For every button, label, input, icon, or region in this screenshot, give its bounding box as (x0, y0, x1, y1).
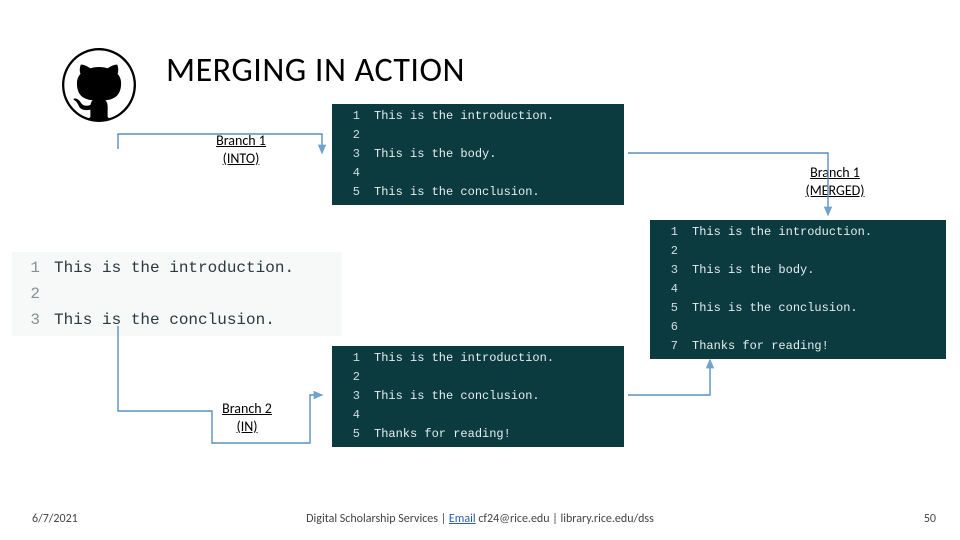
codebox-branch1-into: 1This is the introduction.23This is the … (332, 104, 624, 205)
footer-email-link[interactable]: Email (449, 512, 476, 526)
codebox-branch1-merged: 1This is the introduction.23This is the … (650, 220, 946, 359)
code-line: 5This is the conclusion. (656, 299, 940, 318)
code-text: This is the introduction. (360, 107, 554, 126)
code-line: 2 (338, 126, 618, 145)
code-line: 3This is the conclusion. (338, 387, 618, 406)
github-icon (62, 48, 136, 127)
label-branch1-into: Branch 1 (INTO) (196, 132, 286, 167)
line-number: 1 (338, 349, 360, 368)
line-number: 7 (656, 337, 678, 356)
line-number: 4 (338, 164, 360, 183)
footer-attribution: Digital Scholarship Services | Email cf2… (0, 512, 960, 526)
line-number: 1 (656, 223, 678, 242)
code-line: 3This is the body. (338, 145, 618, 164)
line-number: 5 (338, 425, 360, 444)
line-number: 3 (656, 261, 678, 280)
code-text: Thanks for reading! (360, 425, 511, 444)
code-line: 2 (656, 242, 940, 261)
code-line: 7Thanks for reading! (656, 337, 940, 356)
code-text: This is the conclusion. (360, 183, 540, 202)
line-number: 1 (18, 255, 40, 281)
code-text: This is the body. (678, 261, 814, 280)
line-number: 1 (338, 107, 360, 126)
code-line: 1This is the introduction. (338, 349, 618, 368)
line-number: 6 (656, 318, 678, 337)
line-number: 4 (656, 280, 678, 299)
code-text: Thanks for reading! (678, 337, 829, 356)
code-line: 4 (656, 280, 940, 299)
code-text: This is the conclusion. (40, 307, 275, 333)
code-line: 4 (338, 406, 618, 425)
code-line: 1This is the introduction. (18, 255, 336, 281)
line-number: 3 (18, 307, 40, 333)
codebox-branch2-in: 1This is the introduction.23This is the … (332, 346, 624, 447)
page-title: MERGING IN ACTION (166, 50, 465, 91)
code-text: This is the introduction. (40, 255, 294, 281)
footer-page-number: 50 (924, 512, 936, 526)
code-text: This is the conclusion. (360, 387, 540, 406)
code-line: 3This is the conclusion. (18, 307, 336, 333)
line-number: 5 (338, 183, 360, 202)
line-number: 3 (338, 145, 360, 164)
arrow (628, 360, 710, 395)
code-line: 4 (338, 164, 618, 183)
code-line: 5Thanks for reading! (338, 425, 618, 444)
line-number: 5 (656, 299, 678, 318)
code-line: 5This is the conclusion. (338, 183, 618, 202)
line-number: 2 (338, 126, 360, 145)
code-text: This is the introduction. (678, 223, 872, 242)
code-text: This is the introduction. (360, 349, 554, 368)
code-line: 1This is the introduction. (338, 107, 618, 126)
code-text: This is the body. (360, 145, 496, 164)
line-number: 2 (656, 242, 678, 261)
label-branch1-merged: Branch 1 (MERGED) (780, 164, 890, 199)
code-line: 6 (656, 318, 940, 337)
slide-stage: MERGING IN ACTION Branch 1 (INTO) Branch… (0, 0, 960, 540)
line-number: 2 (18, 281, 40, 307)
code-line: 1This is the introduction. (656, 223, 940, 242)
line-number: 4 (338, 406, 360, 425)
line-number: 2 (338, 368, 360, 387)
label-branch2-in: Branch 2 (IN) (202, 400, 292, 435)
line-number: 3 (338, 387, 360, 406)
code-line: 3This is the body. (656, 261, 940, 280)
code-text: This is the conclusion. (678, 299, 858, 318)
code-line: 2 (338, 368, 618, 387)
codebox-original: 1This is the introduction.23This is the … (12, 252, 342, 336)
code-line: 2 (18, 281, 336, 307)
